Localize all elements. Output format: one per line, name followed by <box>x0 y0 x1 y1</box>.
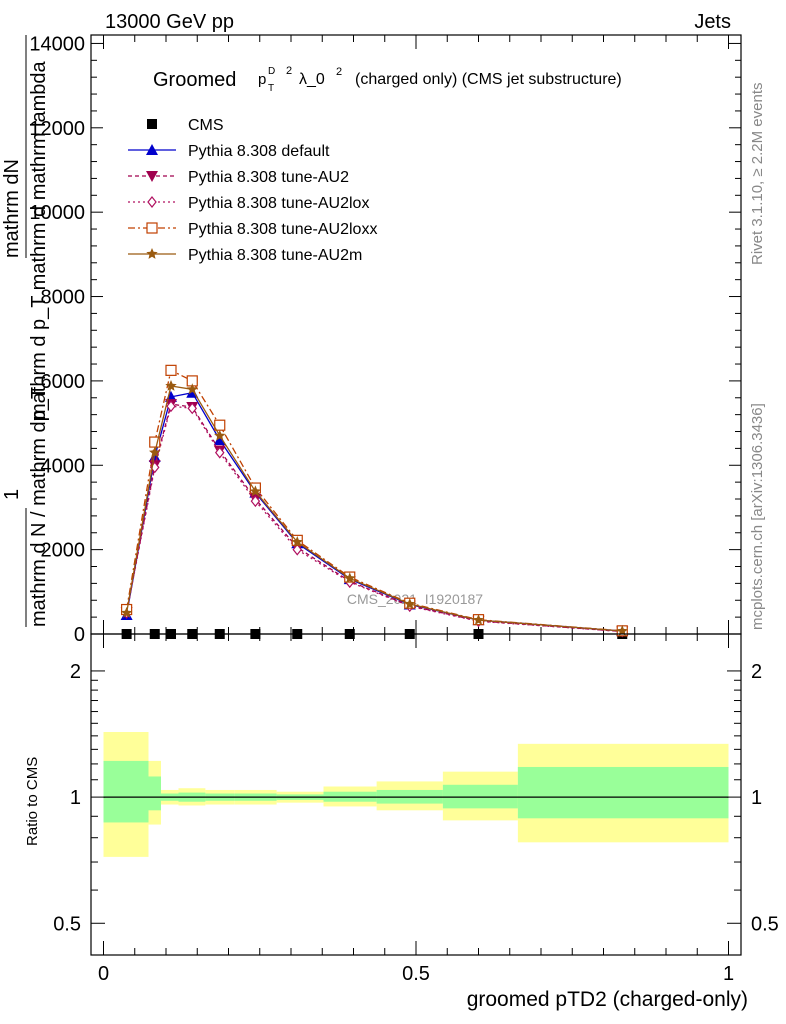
legend: CMS Pythia 8.308 default Pythia 8.308 tune… <box>128 117 377 264</box>
rivet-version: Rivet 3.1.10, ≥ 2.2M events <box>749 83 766 266</box>
ratio-y-tick-label: 0.5 <box>53 913 81 935</box>
ratio-band-inner <box>103 760 149 823</box>
title-p-subscript: T <box>268 83 274 94</box>
data-point-pythia-8-308-tune-au2m <box>404 598 416 609</box>
legend-label-pythia-8-308-tune-au2m: Pythia 8.308 tune-AU2m <box>188 247 362 264</box>
data-point-pythia-8-308-default <box>213 433 226 445</box>
ratio-band-inner <box>148 776 161 811</box>
legend-label-cms: CMS <box>188 117 224 134</box>
y-tick-label: 14000 <box>29 33 85 55</box>
data-point-pythia-8-308-tune-au2m <box>165 380 177 391</box>
legend-marker-pythia-8-308-tune-au2m <box>146 248 158 259</box>
title-word: Groomed <box>153 69 236 91</box>
header-process: 13000 GeV pp <box>105 11 234 33</box>
x-tick-label: 0 <box>98 963 109 985</box>
data-point-pythia-8-308-tune-au2lox <box>292 543 303 556</box>
data-point-pythia-8-308-tune-au2m <box>344 572 356 584</box>
data-point-pythia-8-308-tune-au2lox <box>214 446 225 459</box>
chart-title: Groomed p D T 2 λ_0 2 (charged only) (CM… <box>153 65 622 94</box>
ratio-y-tick-label-right: 2 <box>751 661 762 683</box>
legend-label-pythia-8-308-tune-au2lox: Pythia 8.308 tune-AU2lox <box>188 195 369 212</box>
data-point-pythia-8-308-tune-au2m <box>616 625 628 636</box>
data-point-pythia-8-308-tune-au2m <box>214 429 226 441</box>
x-tick-label: 1 <box>723 963 734 985</box>
ratio-band-inner <box>517 766 729 819</box>
legend-marker-pythia-8-308-tune-au2 <box>146 171 158 182</box>
data-point-pythia-8-308-tune-au2m <box>249 485 262 497</box>
header-observable: Jets <box>694 11 731 33</box>
ratio-x-axis-label: groomed pTD2 (charged-only) <box>467 988 748 1011</box>
ratio-y-tick-label-right: 1 <box>751 787 762 809</box>
x-tick-label: 0.5 <box>402 963 430 985</box>
legend-label-pythia-8-308-tune-au2: Pythia 8.308 tune-AU2 <box>188 169 349 186</box>
title-exponent: 2 <box>286 65 292 77</box>
data-point-pythia-8-308-tune-au2loxx <box>165 364 177 376</box>
ratio-y-tick-label-right: 0.5 <box>751 913 779 935</box>
ratio-y-tick-label: 2 <box>70 661 81 683</box>
legend-marker-cms <box>147 119 157 129</box>
data-point-pythia-8-308-tune-au2m <box>472 614 485 625</box>
title-lambda-exponent: 2 <box>336 66 342 78</box>
ylabel-one: 1 <box>1 489 23 500</box>
ylabel-bottom: mathrm d N / mathrm dp_T <box>28 387 50 627</box>
ylabel-denominator: mathrm d p_T mathrm d mathrm lambda <box>28 60 50 420</box>
ratio-y-axis-label: Ratio to CMS <box>24 757 41 846</box>
title-p: p <box>258 71 266 88</box>
data-point-pythia-8-308-tune-au2m <box>149 446 161 458</box>
legend-label-pythia-8-308-default: Pythia 8.308 default <box>188 143 330 160</box>
ratio-y-tick-label: 1 <box>70 787 81 809</box>
data-point-pythia-8-308-tune-au2m <box>291 536 303 547</box>
legend-marker-pythia-8-308-tune-au2loxx <box>146 222 158 234</box>
mcplots-credit: mcplots.cern.ch [arXiv:1306.3436] <box>749 403 766 630</box>
data-point-pythia-8-308-tune-au2m <box>120 606 133 618</box>
y-tick-label: 2000 <box>41 540 86 562</box>
y-tick-label: 6000 <box>41 371 86 393</box>
title-p-superscript: D <box>268 66 275 77</box>
data-point-pythia-8-308-tune-au2lox <box>187 402 198 415</box>
y-tick-label: 10000 <box>29 202 85 224</box>
legend-marker-pythia-8-308-default <box>146 144 158 155</box>
ratio-bands <box>103 731 729 857</box>
y-tick-label: 4000 <box>41 455 86 477</box>
y-tick-label: 8000 <box>41 287 86 309</box>
data-point-pythia-8-308-tune-au2m <box>186 383 198 395</box>
data-point-pythia-8-308-tune-au2lox <box>166 400 176 413</box>
data-point-pythia-8-308-tune-au2lox <box>250 495 261 508</box>
title-rest: (charged only) (CMS jet substructure) <box>355 71 622 88</box>
y-tick-label: 12000 <box>29 118 85 140</box>
ylabel-numerator: mathrm dN <box>1 159 23 258</box>
title-lambda: λ_0 <box>299 71 325 88</box>
y-tick-label: 0 <box>74 624 85 646</box>
legend-marker-pythia-8-308-tune-au2lox <box>147 196 157 208</box>
legend-label-pythia-8-308-tune-au2loxx: Pythia 8.308 tune-AU2loxx <box>188 221 377 238</box>
main-y-axis-label: 1 mathrm dN mathrm d p_T mathrm d mathrm… <box>1 35 50 627</box>
